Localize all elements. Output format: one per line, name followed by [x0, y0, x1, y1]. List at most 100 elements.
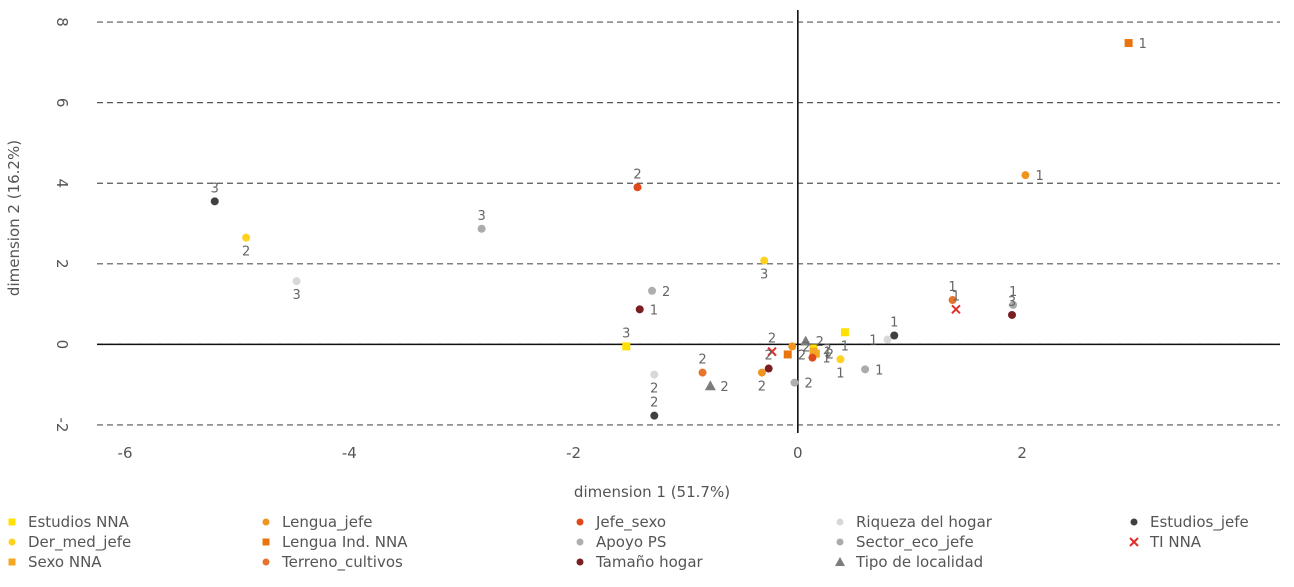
legend-label: Tamaño hogar — [595, 553, 704, 571]
point-label: 1 — [822, 352, 830, 367]
data-point — [650, 411, 659, 420]
legend-label: Estudios_jefe — [1150, 513, 1249, 532]
series-lengua-ind-nna — [783, 39, 1133, 359]
point-label: 1 — [1009, 285, 1017, 300]
point-label: 3 — [622, 326, 630, 341]
point-label: 2 — [765, 349, 773, 364]
legend-label: Sector_eco_jefe — [856, 533, 974, 552]
data-point — [650, 370, 659, 379]
legend-item: Sexo NNA — [8, 553, 102, 571]
point-label: 1 — [869, 334, 877, 349]
data-point — [836, 355, 845, 364]
series-der-med-jefe — [242, 233, 845, 364]
marker-stroke — [951, 304, 961, 315]
data-point — [764, 364, 773, 373]
point-label: 2 — [826, 348, 834, 363]
point-label: 1 — [875, 363, 883, 378]
legend-marker — [1130, 518, 1138, 526]
legend-item: Sector_eco_jefe — [836, 533, 974, 552]
legend-marker — [576, 538, 584, 546]
x-tick-label: 0 — [793, 444, 803, 462]
point-label: 1 — [890, 316, 898, 331]
point-label: 2 — [816, 335, 824, 350]
legend-item: Estudios NNA — [8, 513, 130, 531]
point-label: 3 — [477, 209, 485, 224]
data-point — [698, 368, 707, 377]
y-tick-label: 2 — [53, 259, 71, 269]
y-tick-label: 4 — [53, 178, 71, 188]
legend-item: Tamaño hogar — [576, 553, 704, 571]
series-jefe-sexo — [633, 183, 817, 362]
series-lengua-jefe — [757, 171, 1030, 377]
legend-marker — [8, 518, 16, 526]
legend-marker — [262, 538, 270, 546]
point-label: 2 — [720, 380, 728, 395]
point-label: 2 — [698, 353, 706, 368]
point-label: 1 — [1035, 169, 1043, 184]
point-label: 3 — [760, 268, 768, 283]
point-label: 3 — [292, 288, 300, 303]
legend-marker — [836, 538, 844, 546]
point-label: 1 — [650, 303, 658, 318]
legend-label: Apoyo PS — [596, 533, 666, 551]
point-label: 2 — [798, 348, 806, 363]
data-point — [767, 346, 777, 357]
legend-marker — [1129, 537, 1139, 547]
legend-label: Tipo de localidad — [855, 553, 983, 571]
legend-marker — [8, 558, 16, 566]
series-tipo-de-localidad — [704, 335, 812, 391]
point-label: 2 — [802, 340, 810, 355]
legend-item: Apoyo PS — [576, 533, 666, 551]
point-label: 3 — [1008, 295, 1016, 310]
data-point — [788, 342, 797, 351]
point-label: 2 — [662, 285, 670, 300]
legend-item: Lengua_jefe — [262, 513, 372, 532]
point-label: 3 — [211, 181, 219, 196]
series-ti-nna — [767, 304, 961, 357]
data-point — [790, 378, 799, 387]
legend-label: Jefe_sexo — [595, 513, 666, 532]
point-label: 2 — [650, 382, 658, 397]
tick-labels: -2 0 2 4 6 8 -6 -4 -2 0 2 — [53, 17, 1027, 462]
data-point — [242, 233, 251, 242]
legend-label: Riqueza del hogar — [856, 513, 993, 531]
point-label: 2 — [804, 377, 812, 392]
legend-item: Terreno_cultivos — [262, 553, 403, 572]
legend-label: Lengua Ind. NNA — [282, 533, 408, 551]
data-point — [840, 328, 849, 337]
axes — [97, 10, 1280, 433]
legend-marker — [8, 538, 16, 546]
data-point — [292, 277, 301, 286]
legend-label: Lengua_jefe — [282, 513, 372, 532]
legend-item: Lengua Ind. NNA — [262, 533, 408, 551]
legend-item: TI NNA — [1129, 533, 1202, 551]
data-point — [1124, 39, 1133, 48]
legend-item: Jefe_sexo — [576, 513, 666, 532]
data-point — [1008, 310, 1017, 319]
legend-label: TI NNA — [1149, 533, 1202, 551]
point-label: 1 — [952, 289, 960, 304]
legend: Estudios NNA Lengua_jefe Jefe_sexo Riqueza … — [8, 513, 1249, 572]
x-tick-label: -6 — [118, 444, 133, 462]
data-point — [622, 342, 631, 351]
data-points — [210, 39, 1133, 420]
x-tick-label: -4 — [342, 444, 357, 462]
point-label: 2 — [758, 380, 766, 395]
data-point — [210, 197, 219, 206]
data-point — [1009, 300, 1018, 309]
legend-item: Riqueza del hogar — [836, 513, 993, 531]
x-tick-label: -2 — [566, 444, 581, 462]
marker-stroke — [767, 346, 777, 357]
series-tama-o-hogar — [635, 305, 1017, 373]
data-point — [635, 305, 644, 314]
data-point — [861, 365, 870, 374]
x-tick-label: 2 — [1017, 444, 1027, 462]
data-point — [783, 350, 792, 359]
legend-marker — [262, 518, 270, 526]
y-tick-label: 6 — [53, 98, 71, 108]
grid-lines — [97, 21, 1280, 426]
data-point — [477, 224, 486, 233]
data-point — [808, 353, 817, 362]
data-point — [648, 286, 657, 295]
